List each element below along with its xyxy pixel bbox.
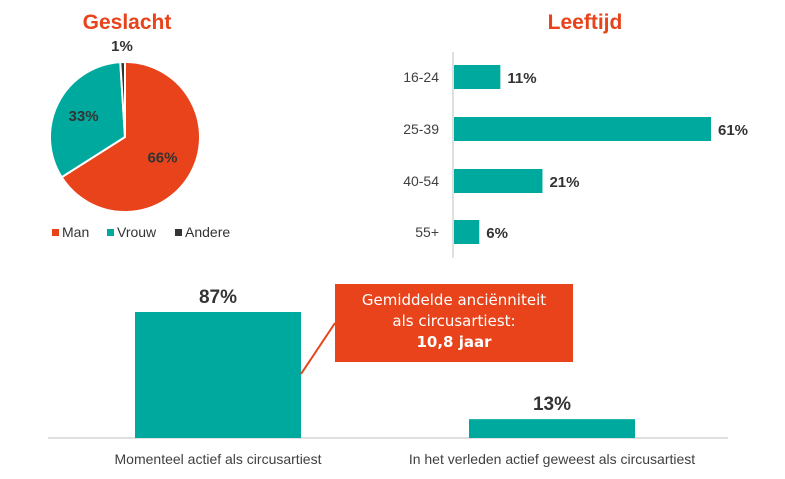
activity-bar-past — [469, 419, 635, 438]
age-bar-55+ — [454, 220, 480, 244]
pie-label-andere: 1% — [111, 38, 133, 55]
pie-label-vrouw: 33% — [69, 108, 99, 125]
legend-swatch-andere — [175, 229, 182, 236]
age-bar-chart: 16-24 11% 25-39 61% 40-54 21% 55+ 6% — [403, 52, 748, 258]
activity-category-label: Momenteel actief als circusartiest — [115, 451, 322, 467]
pie-label-man: 66% — [147, 150, 177, 167]
activity-bar-current — [135, 312, 301, 438]
activity-value-label: 13% — [533, 394, 571, 415]
age-value-label: 61% — [718, 122, 748, 139]
callout-text: Gemiddelde anciënniteit als circusarties… — [335, 284, 573, 362]
age-category-label: 16-24 — [403, 69, 439, 85]
activity-category-label: In het verleden actief geweest als circu… — [409, 451, 695, 467]
callout-line-3: 10,8 jaar — [416, 333, 492, 351]
age-bar-40-54 — [454, 169, 543, 193]
pie-slice-andere — [119, 60, 126, 138]
pie-title: Geslacht — [83, 11, 172, 34]
activity-bar-chart: 87% Momenteel actief als circusartiest 13%… — [48, 287, 728, 467]
legend-label-andere: Andere — [185, 224, 230, 240]
age-category-label: 55+ — [415, 224, 439, 240]
age-category-label: 40-54 — [403, 173, 439, 189]
legend-swatch-man — [52, 229, 59, 236]
callout-connector — [300, 322, 336, 375]
pie-slice-vrouw — [49, 61, 127, 179]
age-bar-25-39 — [454, 117, 711, 141]
age-chart-title: Leeftijd — [548, 11, 623, 34]
pie-slice-man — [60, 60, 201, 213]
legend-swatch-vrouw — [107, 229, 114, 236]
callout-line-2: als circusartiest: — [392, 312, 516, 330]
pie-chart: 66% 33% 1% — [49, 38, 201, 213]
age-category-label: 25-39 — [403, 121, 439, 137]
age-value-label: 6% — [486, 225, 508, 242]
age-value-label: 21% — [549, 174, 579, 191]
activity-value-label: 87% — [199, 287, 237, 308]
callout-box — [335, 284, 573, 362]
legend-label-man: Man — [62, 224, 89, 240]
age-bar-16-24 — [454, 65, 501, 89]
age-value-label: 11% — [507, 70, 536, 87]
legend-label-vrouw: Vrouw — [117, 224, 157, 240]
callout-line-1: Gemiddelde anciënniteit — [361, 291, 547, 309]
pie-legend: Man Vrouw Andere — [52, 224, 230, 240]
